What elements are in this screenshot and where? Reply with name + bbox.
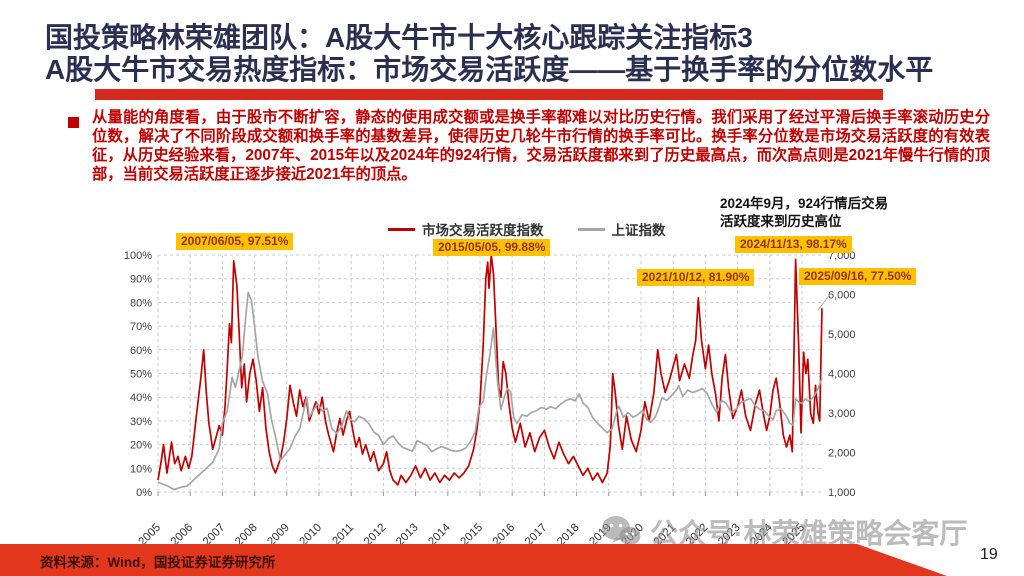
y-axis-left-label: 20% bbox=[130, 440, 152, 452]
activity-index-line bbox=[157, 254, 823, 486]
y-axis-right-label: 1,000 bbox=[828, 487, 856, 499]
annotation-2021-peak: 2021/10/12, 81.90% bbox=[637, 269, 755, 286]
summary-paragraph: 从量能的角度看，由于股市不断扩容，静态的使用成交额或是换手率都难以对比历史行情。… bbox=[92, 109, 990, 183]
y-axis-right-label: 5,000 bbox=[828, 329, 856, 341]
y-axis-left-label: 10% bbox=[130, 463, 152, 475]
legend-item-activity-index: 市场交易活跃度指数 bbox=[388, 219, 544, 239]
red-line-swatch bbox=[388, 227, 415, 231]
callout-line-2: 活跃度来到历史高位 bbox=[720, 214, 842, 229]
x-axis-label: 2011 bbox=[330, 522, 356, 548]
chart-legend: 市场交易活跃度指数 上证指数 bbox=[388, 219, 666, 239]
y-axis-left-label: 50% bbox=[130, 369, 152, 381]
footer-band: 资料来源：Wind，国投证券证券研究所 bbox=[0, 544, 947, 576]
y-axis-left-label: 30% bbox=[130, 416, 152, 428]
y-axis-left-label: 80% bbox=[130, 297, 152, 309]
page-title: 国投策略林荣雄团队：A股大牛市十大核心跟踪关注指标3 A股大牛市交易热度指标：市… bbox=[45, 22, 1005, 86]
y-axis-right-label: 3,000 bbox=[828, 408, 856, 420]
bullet-marker bbox=[68, 117, 79, 128]
legend-label: 市场交易活跃度指数 bbox=[422, 223, 544, 238]
legend-item-shanghai-composite: 上证指数 bbox=[577, 219, 666, 239]
y-axis-left-label: 90% bbox=[130, 274, 152, 286]
title-line-2: A股大牛市交易热度指标：市场交易活跃度——基于换手率的分位数水平 bbox=[45, 54, 934, 85]
y-axis-left-label: 70% bbox=[130, 321, 152, 333]
gray-line-swatch bbox=[577, 227, 605, 231]
y-axis-left-label: 0% bbox=[136, 487, 152, 499]
source-text: 资料来源：Wind，国投证券证券研究所 bbox=[40, 555, 276, 570]
title-line-1: 国投策略林荣雄团队：A股大牛市十大核心跟踪关注指标3 bbox=[45, 22, 753, 53]
annotation-2007-peak: 2007/06/05, 97.51% bbox=[176, 233, 294, 250]
callout-line-1: 2024年9月，924行情后交易 bbox=[720, 196, 889, 211]
annotation-2025-current: 2025/09/16, 77.50% bbox=[799, 268, 917, 285]
annotation-2024-peak: 2024/11/13, 98.17% bbox=[735, 236, 852, 253]
chart-callout: 2024年9月，924行情后交易 活跃度来到历史高位 bbox=[720, 195, 888, 231]
y-axis-left-label: 60% bbox=[130, 345, 152, 357]
y-axis-left-label: 40% bbox=[130, 392, 152, 404]
watermark-text: 公众号·林荣雄策略会客厅 bbox=[650, 518, 968, 549]
wechat-icon bbox=[602, 516, 641, 548]
title-underline-bar bbox=[95, 89, 883, 100]
watermark: 公众号·林荣雄策略会客厅 bbox=[601, 512, 967, 552]
shanghai-composite-line bbox=[157, 291, 823, 491]
annotation-leader-line bbox=[817, 292, 832, 311]
y-axis-right-label: 6,000 bbox=[828, 290, 856, 302]
annotation-2015-peak: 2015/05/05, 99.88% bbox=[433, 239, 551, 256]
page-number: 19 bbox=[980, 546, 998, 563]
y-axis-left-label: 100% bbox=[124, 250, 152, 262]
y-axis-right-label: 4,000 bbox=[828, 369, 856, 381]
y-axis-right-label: 2,000 bbox=[828, 448, 856, 460]
legend-label: 上证指数 bbox=[611, 223, 666, 238]
